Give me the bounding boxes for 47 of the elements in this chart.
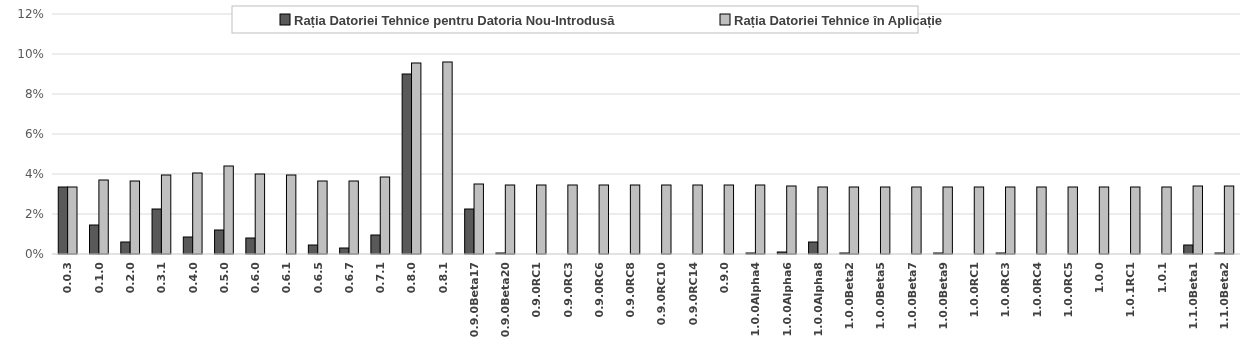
x-tick-label: 0.4.0 [186, 261, 200, 294]
x-tick-label: 1.1.0Beta1 [1186, 262, 1200, 330]
x-tick-label: 1.0.0Beta7 [905, 262, 919, 330]
y-tick-label: 8% [24, 87, 44, 102]
x-tick-label: 1.0.0Alpha8 [811, 262, 825, 337]
y-tick-label: 10% [17, 47, 44, 62]
x-tick-label: 0.9.0RC14 [686, 261, 700, 326]
x-tick-label: 0.5.0 [217, 261, 231, 294]
x-tick-label: 0.2.0 [124, 261, 138, 294]
x-tick-label: 1.0.0Beta5 [874, 262, 888, 330]
x-tick-label: 1.0.0Beta9 [936, 262, 950, 330]
x-tick-label: 1.0.1RC1 [1124, 262, 1138, 318]
x-tick-label: 0.9.0RC3 [561, 262, 575, 318]
x-tick-label: 0.0.3 [61, 262, 75, 294]
x-tick-label: 1.0.0RC4 [1030, 261, 1044, 318]
x-tick-label: 0.9.0RC10 [655, 261, 669, 326]
legend-label: Rația Datoriei Tehnice în Aplicație [734, 12, 943, 28]
x-tick-label: 1.0.0RC5 [1061, 262, 1075, 318]
x-tick-label: 1.0.0Alpha4 [749, 261, 763, 337]
x-tick-label: 0.1.0 [92, 261, 106, 294]
x-tick-label: 0.6.0 [249, 261, 263, 294]
legend-label: Rația Datoriei Tehnice pentru Datoria Nou-Introdusă [294, 12, 616, 28]
x-tick-label: 1.0.0RC3 [999, 262, 1013, 318]
x-tick-label: 0.7.1 [374, 262, 388, 294]
y-tick-label: 2% [24, 207, 44, 222]
x-tick-label: 0.9.0RC6 [592, 261, 606, 318]
x-tick-label: 0.9.0Beta17 [467, 262, 481, 338]
x-tick-label: 1.0.0Beta2 [843, 262, 857, 330]
x-tick-label: 1.0.0Alpha6 [780, 261, 794, 337]
y-tick-label: 12% [17, 7, 44, 22]
y-tick-label: 4% [24, 167, 44, 182]
x-tick-label: 0.8.1 [436, 262, 450, 294]
y-tick-label: 6% [24, 127, 44, 142]
x-tick-label: 1.0.0 [1093, 261, 1107, 294]
x-tick-label: 0.9.0RC1 [530, 262, 544, 318]
x-tick-label: 0.9.0 [718, 261, 732, 294]
x-tick-label: 0.6.7 [342, 262, 356, 294]
x-tick-label: 0.9.0RC8 [624, 262, 638, 318]
x-tick-label: 0.6.5 [311, 262, 325, 294]
y-tick-label: 0% [24, 247, 44, 262]
x-tick-label: 1.1.0Beta2 [1218, 262, 1232, 330]
x-tick-label: 0.6.1 [280, 262, 294, 294]
x-tick-label: 1.0.0RC1 [968, 262, 982, 318]
x-tick-label: 0.8.0 [405, 261, 419, 294]
x-tick-label: 0.9.0Beta20 [499, 261, 513, 338]
x-tick-label: 1.0.1 [1155, 262, 1169, 294]
x-tick-label: 0.3.1 [155, 262, 169, 294]
